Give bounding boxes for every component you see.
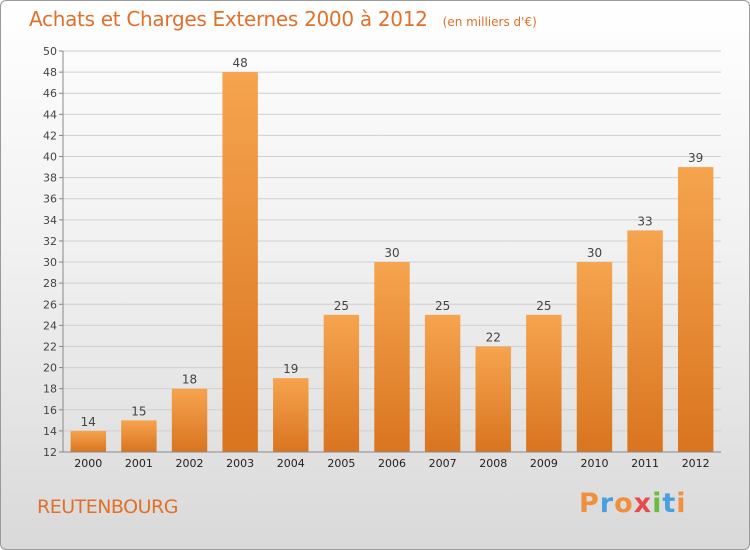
bar: [222, 72, 258, 453]
x-tick-label: 2008: [479, 457, 507, 470]
data-label: 25: [334, 299, 349, 313]
data-label: 14: [81, 415, 96, 429]
logo-letter: t: [662, 488, 677, 519]
y-tick-label: 34: [43, 214, 57, 227]
location-name: REUTENBOURG: [37, 496, 178, 518]
x-tick-label: 2006: [378, 457, 406, 470]
bar: [70, 430, 107, 452]
logo-letter: r: [599, 488, 615, 519]
y-tick-label: 38: [43, 172, 57, 185]
y-tick-label: 48: [43, 66, 57, 79]
proxiti-logo[interactable]: Proxiti: [579, 488, 687, 519]
y-tick-label: 40: [43, 151, 57, 164]
bar: [374, 262, 410, 452]
x-tick-label: 2007: [429, 457, 457, 470]
data-label: 39: [688, 151, 703, 165]
y-tick-label: 30: [43, 256, 57, 269]
logo-letter: P: [579, 488, 600, 519]
x-tick-label: 2002: [176, 457, 204, 470]
y-tick-label: 32: [43, 235, 57, 248]
chart-subtitle: (en milliers d'€): [442, 15, 537, 29]
logo-letter: i: [652, 488, 663, 519]
data-label: 30: [587, 246, 602, 260]
y-axis: 12 14 16 18 20 22 24 26 28 30 32 34 36 38 40 42 44 46 48 50: [43, 45, 64, 459]
data-label: 22: [486, 330, 501, 344]
data-label: 25: [536, 299, 551, 313]
x-tick-label: 2000: [74, 457, 102, 470]
x-axis: 2000 2001 2002 2003 2004 2005 2006 2007 2008 2009…: [63, 451, 721, 470]
y-tick-label: 26: [43, 298, 57, 311]
bar: [171, 388, 208, 452]
data-label: 33: [637, 214, 652, 228]
logo-letter: x: [633, 488, 653, 519]
y-tick-label: 16: [43, 404, 57, 417]
y-tick-label: 36: [43, 193, 57, 206]
bar: [475, 346, 511, 452]
bar: [677, 167, 714, 452]
x-tick-label: 2012: [682, 457, 710, 470]
data-label: 18: [182, 373, 197, 387]
x-tick-label: 2004: [277, 457, 305, 470]
y-tick-label: 24: [43, 319, 57, 332]
chart-title-block: Achats et Charges Externes 2000 à 2012 (…: [29, 7, 537, 31]
logo-letter: i: [676, 488, 687, 519]
y-tick-label: 14: [43, 425, 57, 438]
bar: [526, 314, 562, 452]
data-label: 15: [131, 404, 146, 418]
data-label: 30: [384, 246, 399, 260]
x-tick-label: 2011: [631, 457, 659, 470]
chart-title: Achats et Charges Externes 2000 à 2012: [29, 7, 428, 31]
data-label: 48: [233, 56, 248, 70]
y-tick-label: 20: [43, 362, 57, 375]
y-tick-label: 42: [43, 129, 57, 142]
y-tick-label: 46: [43, 87, 57, 100]
y-tick-label: 22: [43, 340, 57, 353]
y-tick-label: 18: [43, 383, 57, 396]
bars: 14 15 18 48 19 25 30 25 22 25 30 33 39: [70, 56, 714, 453]
x-tick-label: 2010: [580, 457, 608, 470]
x-tick-label: 2003: [226, 457, 254, 470]
y-tick-label: 44: [43, 108, 57, 121]
bar: [424, 314, 461, 452]
x-tick-label: 2009: [530, 457, 558, 470]
x-tick-label: 2001: [125, 457, 153, 470]
data-label: 25: [435, 299, 450, 313]
logo-letter: o: [614, 488, 634, 519]
bar: [323, 314, 360, 452]
y-tick-label: 12: [43, 446, 57, 459]
y-tick-label: 28: [43, 277, 57, 290]
data-label: 19: [283, 362, 298, 376]
x-tick-label: 2005: [327, 457, 355, 470]
y-tick-label: 50: [43, 45, 57, 58]
bar: [273, 378, 309, 452]
bar: [121, 420, 157, 452]
bar: [627, 230, 663, 452]
bar: [576, 262, 613, 452]
